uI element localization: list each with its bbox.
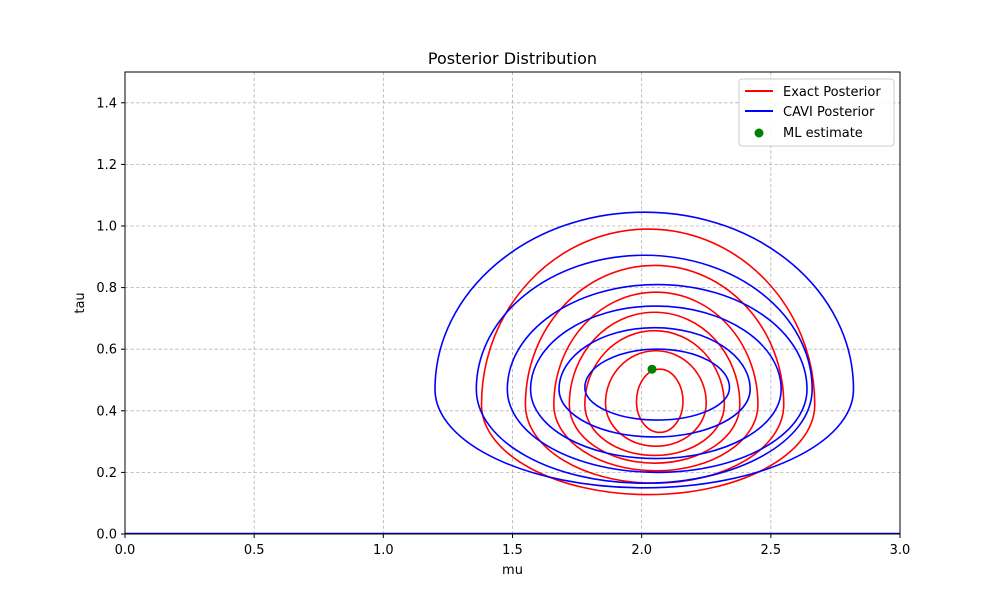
x-tick-label: 0.5	[244, 543, 265, 558]
legend-cavi-label: CAVI Posterior	[783, 105, 875, 120]
y-tick-label: 1.0	[96, 220, 117, 235]
x-tick-label: 2.5	[760, 543, 781, 558]
y-tick-label: 0.2	[96, 466, 117, 481]
exact-contour-line	[635, 368, 684, 434]
x-tick-label: 3.0	[890, 543, 911, 558]
contour-layer	[434, 211, 855, 496]
x-axis-label: mu	[502, 563, 523, 578]
y-axis-label: tau	[73, 292, 88, 313]
legend-exact-label: Exact Posterior	[783, 85, 881, 100]
legend-ml-swatch	[754, 128, 764, 138]
legend: Exact Posterior CAVI Posterior ML estima…	[738, 78, 895, 147]
chart-title: Posterior Distribution	[428, 49, 597, 68]
exact-contour-line	[604, 349, 708, 448]
y-tick-label: 1.2	[96, 158, 117, 173]
cavi-contour-line	[434, 211, 855, 489]
exact-contour-line	[568, 311, 741, 464]
y-tick-label: 0.8	[96, 281, 117, 296]
y-axis-ticks: 0.0 0.2 0.4 0.6 0.8 1.0 1.2 1.4	[96, 96, 125, 543]
x-tick-label: 0.0	[115, 543, 136, 558]
x-tick-label: 1.0	[373, 543, 394, 558]
y-tick-label: 0.0	[96, 528, 117, 543]
y-tick-label: 0.6	[96, 343, 117, 358]
cavi-contour-line	[584, 348, 731, 421]
cavi-contour-line	[529, 305, 782, 460]
y-tick-label: 1.4	[96, 96, 117, 111]
x-tick-label: 2.0	[631, 543, 652, 558]
ml-estimate-point	[647, 364, 657, 374]
plot-frame	[124, 71, 901, 535]
exact-contour-line	[584, 329, 726, 457]
legend-ml-label: ML estimate	[783, 126, 863, 141]
exact-contour-line	[553, 291, 759, 472]
y-tick-label: 0.4	[96, 404, 117, 419]
x-tick-label: 1.5	[502, 543, 523, 558]
x-axis-ticks: 0.0 0.5 1.0 1.5 2.0 2.5 3.0	[115, 534, 911, 558]
exact-contour-line	[480, 228, 816, 496]
cavi-contour-line	[506, 283, 808, 474]
cavi-contour-line	[558, 326, 751, 438]
grid	[125, 72, 900, 534]
cavi-contour-line	[475, 254, 813, 484]
legend-frame	[738, 78, 895, 147]
